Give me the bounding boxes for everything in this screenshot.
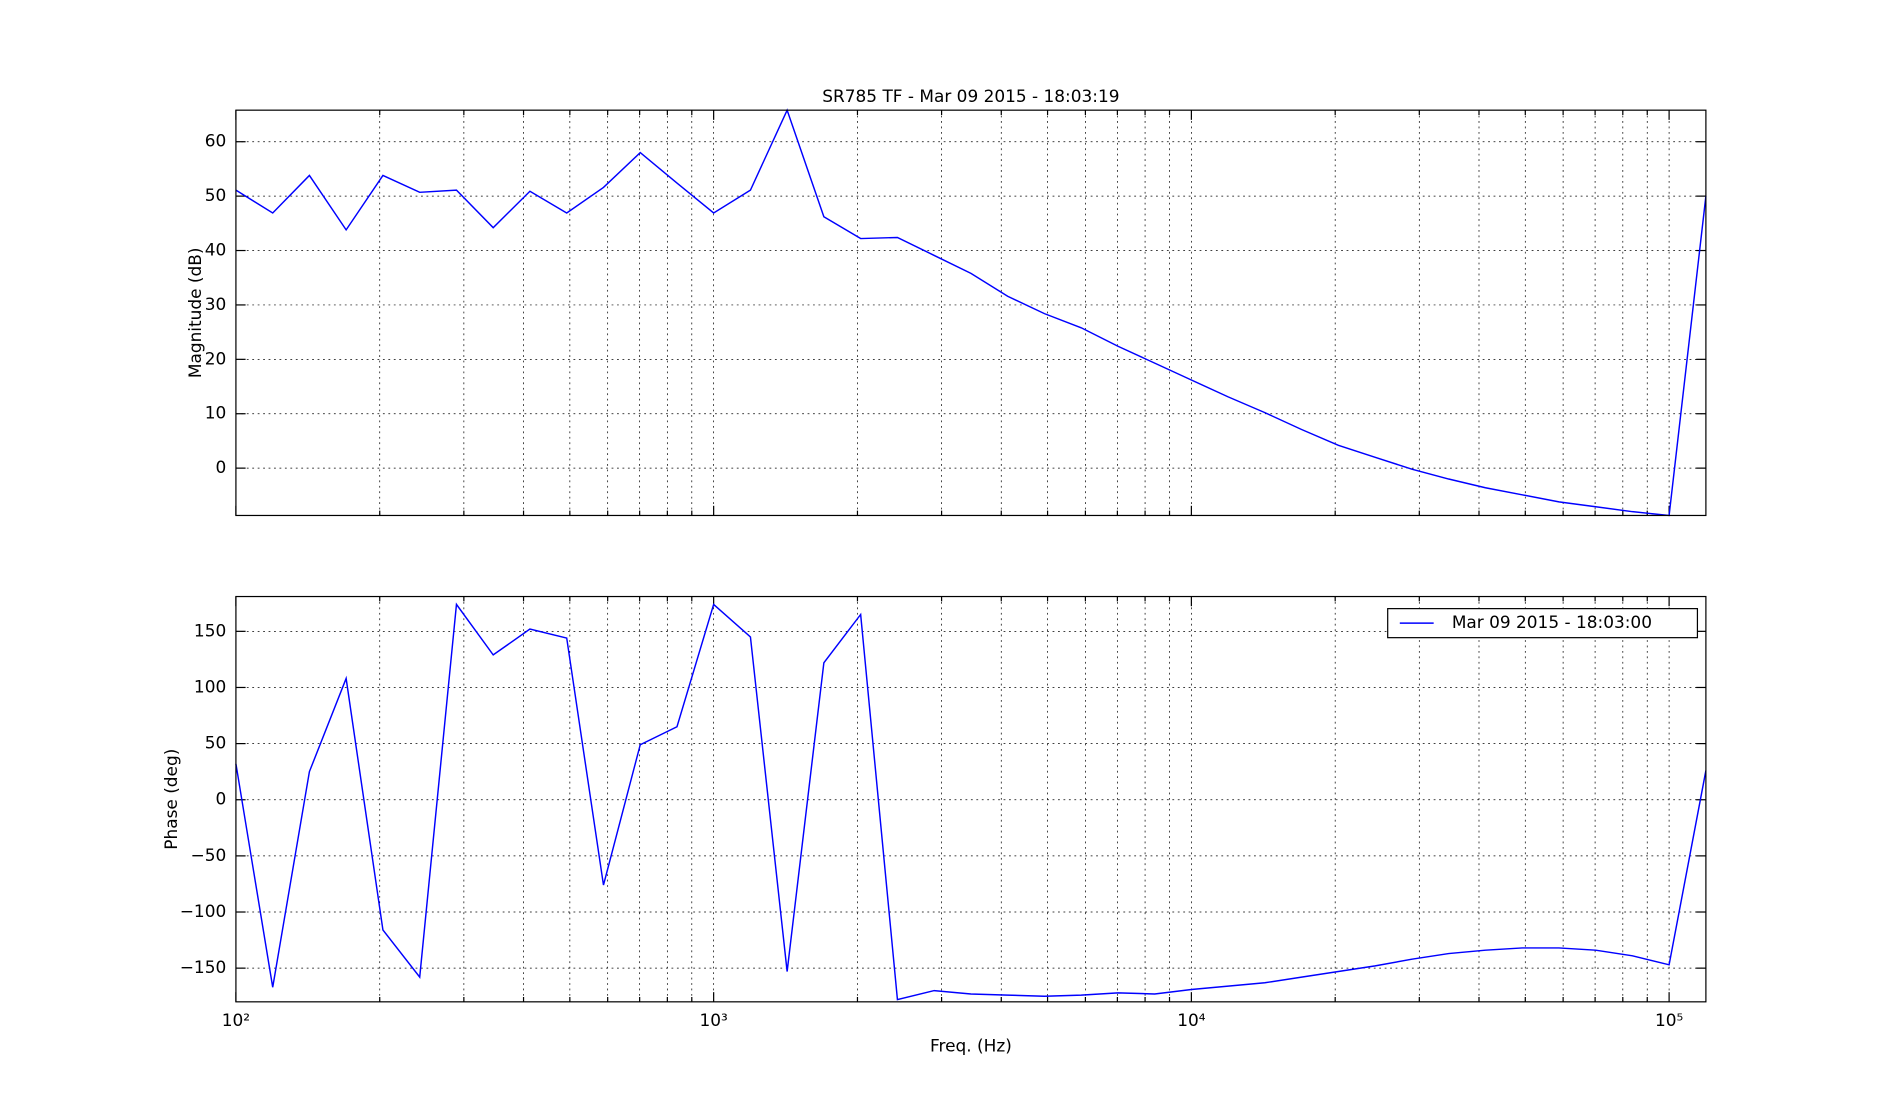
y-axis-label: Phase (deg) (161, 749, 181, 850)
x-tick-label: 10³ (699, 1010, 727, 1030)
y-tick-label: 50 (205, 733, 227, 753)
y-axis-label: Magnitude (dB) (185, 248, 205, 379)
y-tick-label: 0 (215, 457, 226, 477)
legend-label: Mar 09 2015 - 18:03:00 (1452, 612, 1652, 632)
plot-frame (235, 109, 1707, 517)
y-tick-label: −150 (180, 957, 226, 977)
y-tick-label: 10 (205, 403, 227, 423)
y-tick-label: −50 (191, 845, 227, 865)
legend-box (1387, 608, 1699, 639)
y-tick-label: 30 (205, 294, 227, 314)
legend: Mar 09 2015 - 18:03:00 (1387, 608, 1699, 639)
plot-frame (235, 595, 1707, 1003)
y-tick-label: 150 (194, 620, 226, 640)
y-tick-label: 20 (205, 348, 227, 368)
y-tick-label: 60 (205, 131, 227, 151)
data-line (235, 602, 1707, 1001)
x-tick-label: 10² (222, 1010, 250, 1030)
x-tick-label: 10⁴ (1177, 1010, 1206, 1030)
y-tick-label: 40 (205, 240, 227, 260)
y-tick-label: 0 (215, 789, 226, 809)
y-tick-label: 50 (205, 185, 227, 205)
x-axis-label: Freq. (Hz) (930, 1036, 1012, 1056)
y-tick-label: −100 (180, 901, 226, 921)
x-tick-label: 10⁵ (1655, 1010, 1683, 1030)
data-line (235, 108, 1707, 517)
chart-title: SR785 TF - Mar 09 2015 - 18:03:19 (822, 86, 1119, 106)
y-tick-label: 100 (194, 676, 226, 696)
